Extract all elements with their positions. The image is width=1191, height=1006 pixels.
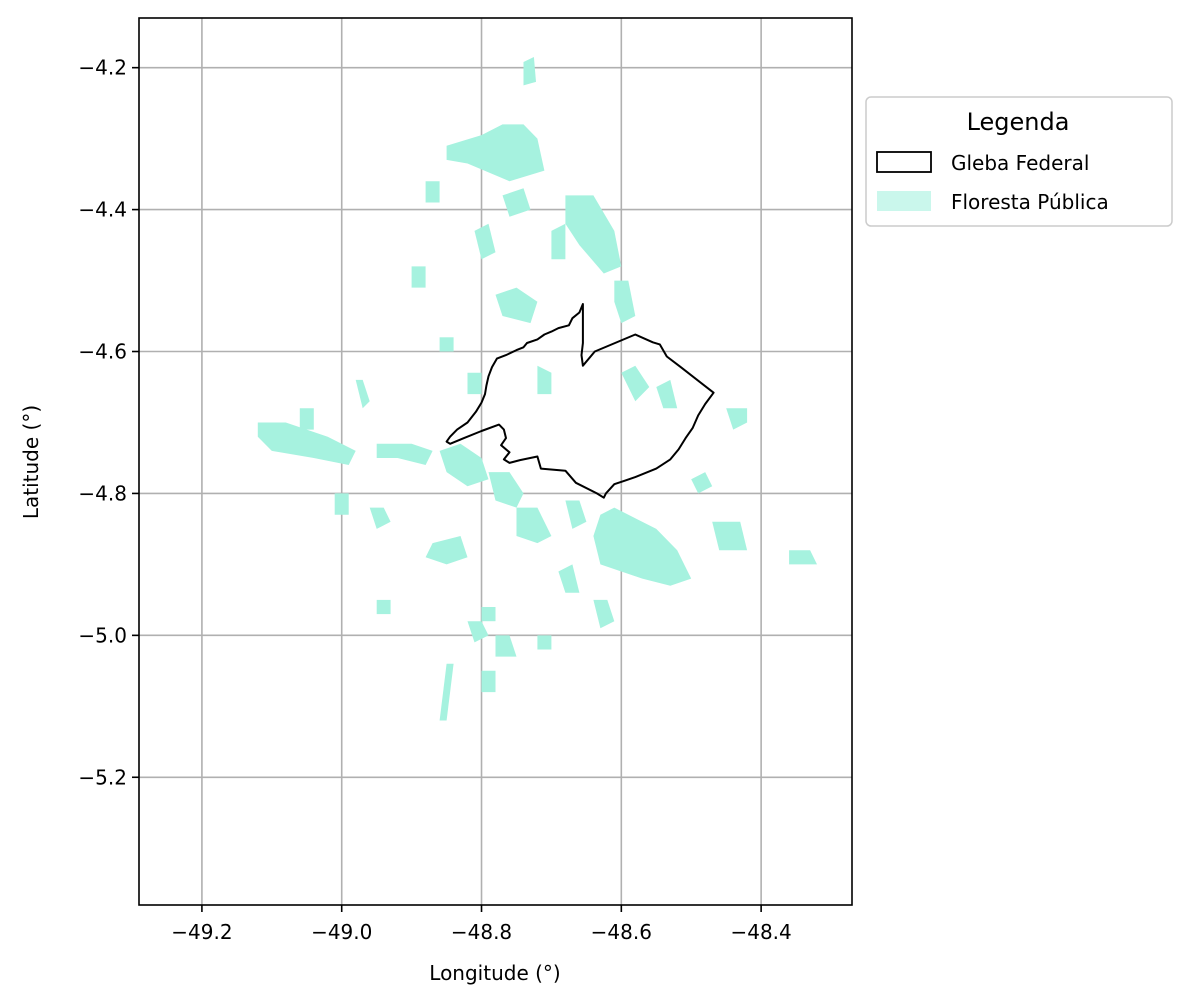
forest-patch [495, 635, 517, 657]
forest-patch [488, 472, 524, 508]
y-axis-ticks: −4.2 −4.4 −4.6 −4.8 −5.0 −5.2 [78, 56, 139, 789]
forest-patch [481, 670, 496, 693]
forest-patch [593, 507, 692, 586]
forest-patch [257, 422, 356, 465]
forest-patch [691, 472, 713, 494]
forest-patch [481, 607, 496, 622]
legend-swatch-floresta [877, 191, 931, 211]
forest-patch [614, 280, 636, 324]
forest-patch [467, 372, 482, 395]
forest-patch [537, 365, 552, 395]
forest-patch [537, 635, 552, 650]
forest-patch [558, 564, 580, 593]
forest-patch [516, 507, 552, 544]
forest-patch [376, 599, 391, 615]
x-tick-label: −48.6 [591, 920, 652, 944]
legend-label-gleba: Gleba Federal [951, 151, 1089, 175]
y-tick-label: −5.0 [78, 623, 127, 647]
gleba-federal-outline [445, 303, 715, 499]
forest-patch [495, 287, 538, 324]
x-axis-title: Longitude (°) [429, 961, 560, 985]
plot-area: −49.2 −49.0 −48.8 −48.6 −48.4 −4.2−4.4−4.6−4… [78, 17, 853, 944]
x-tick-label: −49.0 [311, 920, 372, 944]
plot-frame [138, 17, 853, 906]
forest-patch [551, 223, 566, 260]
forest-patch [656, 379, 678, 409]
x-tick-label: −48.4 [730, 920, 791, 944]
forest-patch [425, 536, 468, 565]
legend-label-floresta: Floresta Pública [951, 190, 1109, 214]
forest-patch [593, 599, 615, 629]
legend: Legenda Gleba Federal Floresta Pública [865, 96, 1173, 227]
y-tick-label: −4.8 [78, 481, 127, 505]
y-tick-label: −4.6 [78, 340, 127, 364]
gleba-layer [445, 303, 715, 499]
forest-patch [355, 379, 370, 409]
y-tick-label: −4.2 [78, 56, 127, 80]
forest-patch [439, 443, 489, 487]
forest-patch [411, 266, 426, 288]
forest-patch [446, 124, 545, 182]
forest-patch [425, 181, 440, 203]
forest-patch [789, 550, 817, 565]
forest-patch [621, 365, 650, 402]
x-tick-label: −49.2 [171, 920, 232, 944]
x-tick-label: −48.8 [451, 920, 512, 944]
forest-patch [726, 408, 748, 430]
legend-swatch-gleba [876, 151, 932, 173]
y-tick-label: −5.2 [78, 765, 127, 789]
legend-frame [865, 96, 1173, 227]
forest-patch [565, 500, 587, 529]
y-axis-title: Latitude (°) [19, 405, 43, 519]
forest-patch [467, 621, 489, 643]
forest-layer [257, 57, 817, 721]
forest-patch [502, 188, 531, 217]
x-axis-ticks: −49.2 −49.0 −48.8 −48.6 −48.4 [171, 905, 792, 944]
forest-patch [712, 521, 748, 551]
forest-patch [565, 195, 622, 274]
forest-patch [299, 408, 314, 430]
forest-patch [376, 443, 433, 465]
legend-title: Legenda [967, 108, 1070, 136]
forest-patch [523, 57, 536, 86]
y-tick-label: −4.4 [78, 198, 127, 222]
forest-patch [439, 663, 454, 721]
forest-patch [474, 223, 496, 260]
forest-patch [439, 337, 454, 352]
forest-patch [369, 507, 391, 529]
forest-patch [334, 493, 349, 515]
